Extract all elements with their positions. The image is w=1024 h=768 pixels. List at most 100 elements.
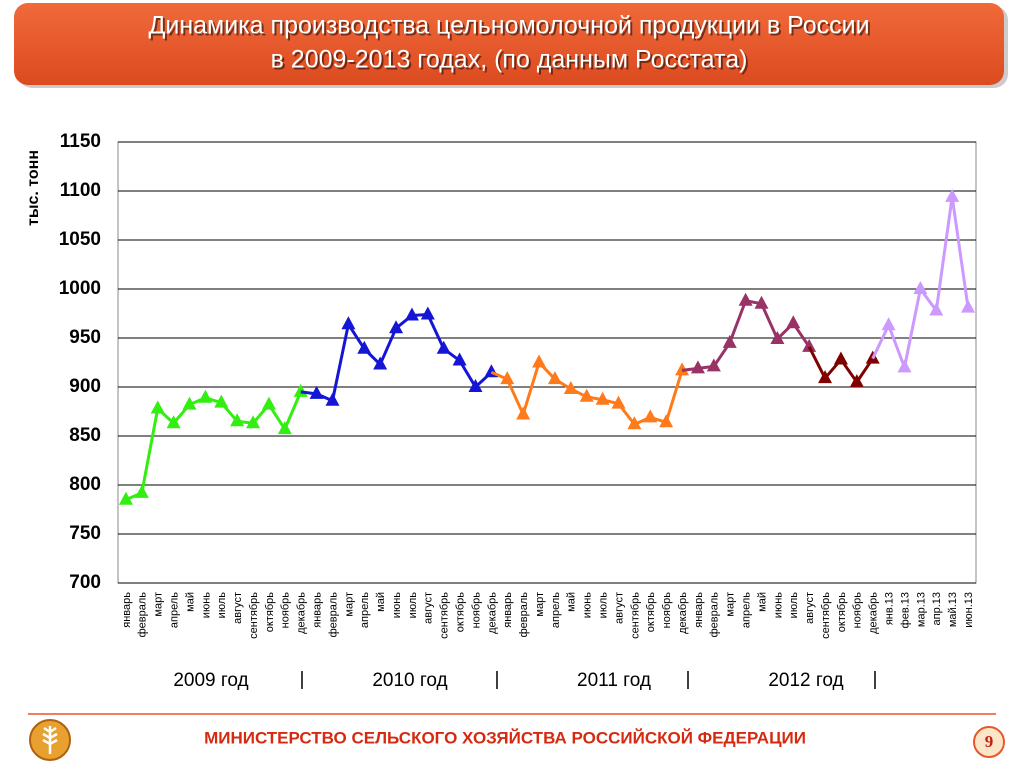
x-tick-label: апрель (741, 592, 753, 628)
header (14, 3, 1004, 85)
x-tick-label: октябрь (264, 592, 276, 632)
x-tick-label: ноябрь (661, 592, 673, 629)
x-tick-label: сентябрь (629, 592, 641, 639)
point-marker (897, 359, 912, 373)
title-shadow: в 2009-2013 годах, (по данным Росстата) (273, 48, 750, 76)
point-marker (357, 340, 372, 354)
title-line: Динамика производства цельномолочной про… (148, 12, 869, 40)
x-tick-label: апрель (359, 592, 371, 628)
connector-line (807, 346, 827, 379)
x-tick-label: февраль (709, 592, 721, 638)
point-marker (373, 356, 388, 370)
y-tick-label: 950 (69, 327, 101, 348)
point-marker (500, 371, 515, 385)
x-tick-label: август (232, 592, 244, 624)
x-tick-label: февраль (137, 592, 149, 638)
y-tick-label: 1100 (60, 180, 101, 201)
point-marker (118, 491, 133, 505)
x-tick-label: март (534, 592, 546, 617)
point-marker (261, 396, 276, 410)
point-marker (468, 379, 483, 392)
x-tick-label: февраль (327, 592, 339, 638)
y-tick-label: 750 (69, 523, 101, 544)
point-marker (563, 380, 578, 394)
point-marker (246, 415, 261, 429)
year-label: 2010 год (372, 670, 447, 691)
x-tick-label: октябрь (455, 592, 467, 632)
point-marker (325, 392, 340, 406)
y-tick-label: 700 (69, 572, 101, 593)
point-marker (627, 416, 642, 430)
x-tick-label: июль (788, 592, 800, 619)
point-marker (802, 338, 817, 352)
x-tick-label: август (804, 592, 816, 624)
x-tick-label: декабрь (868, 592, 880, 634)
y-tick-label: 1150 (60, 131, 101, 152)
point-marker (166, 415, 181, 429)
x-tick-label: декабрь (296, 592, 308, 634)
x-tick-label: июнь (772, 592, 784, 618)
x-tick-label: июль (216, 592, 228, 619)
x-tick-label: мар.13 (915, 592, 927, 627)
x-tick-label: май (375, 592, 387, 612)
point-marker (611, 395, 626, 409)
x-tick-label: март (725, 592, 737, 617)
point-marker (198, 389, 213, 403)
x-tick-label: апрель (169, 592, 181, 628)
x-tick-label: ноябрь (280, 592, 292, 629)
x-tick-label: апрель (550, 592, 562, 628)
x-tick-label: май (756, 592, 768, 612)
x-tick-label: июнь (391, 592, 403, 618)
point-marker (913, 281, 928, 294)
point-marker (150, 400, 165, 414)
x-tick-label: октябрь (836, 592, 848, 632)
point-marker (945, 188, 960, 202)
x-tick-label: январь (693, 592, 705, 628)
logo-emblem (42, 726, 58, 754)
point-marker (182, 396, 197, 410)
point-marker (818, 370, 833, 384)
page-number: 9 (985, 732, 994, 751)
x-tick-label: декабрь (486, 592, 498, 634)
x-tick-label: январь (121, 592, 133, 628)
point-marker (214, 394, 229, 408)
point-marker (881, 317, 896, 331)
footer-text: МИНИСТЕРСТВО СЕЛЬСКОГО ХОЗЯЙСТВА РОССИЙС… (204, 728, 806, 747)
x-tick-label: июнь (582, 592, 594, 618)
x-tick-label: март (343, 592, 355, 617)
point-marker (738, 292, 753, 306)
point-marker (230, 413, 245, 427)
point-marker (293, 383, 308, 397)
point-marker (547, 371, 562, 385)
point-marker (770, 330, 785, 344)
point-marker (420, 306, 435, 320)
x-tick-label: февраль (518, 592, 530, 638)
point-marker (452, 352, 467, 366)
point-marker (277, 421, 292, 435)
x-tick-label: сентябрь (248, 592, 260, 639)
x-tick-label: ноябрь (470, 592, 482, 629)
y-tick-label: 900 (69, 376, 101, 397)
x-tick-label: сентябрь (820, 592, 832, 639)
plot-area (117, 141, 977, 584)
x-tick-label: ноябрь (852, 592, 864, 629)
point-marker (436, 340, 451, 354)
x-tick-label: май (566, 592, 578, 612)
x-tick-label: май.13 (947, 592, 959, 627)
point-marker (516, 406, 531, 420)
point-marker (722, 334, 737, 348)
series-line (887, 195, 970, 369)
point-marker (341, 316, 356, 330)
point-marker (849, 374, 864, 388)
title-shadow: Динамика производства цельномолочной про… (150, 14, 871, 42)
chart: 700 750 800 850 900 950 1000 1050 1100 1150 январь… (59, 131, 976, 691)
year-label: 2012 год (768, 670, 843, 691)
point-marker (389, 320, 404, 334)
x-tick-label: май (184, 592, 196, 612)
series-line (823, 357, 874, 384)
point-marker (532, 354, 547, 368)
x-tick-label: апр.13 (931, 592, 943, 625)
x-tick-label: январь (502, 592, 514, 628)
